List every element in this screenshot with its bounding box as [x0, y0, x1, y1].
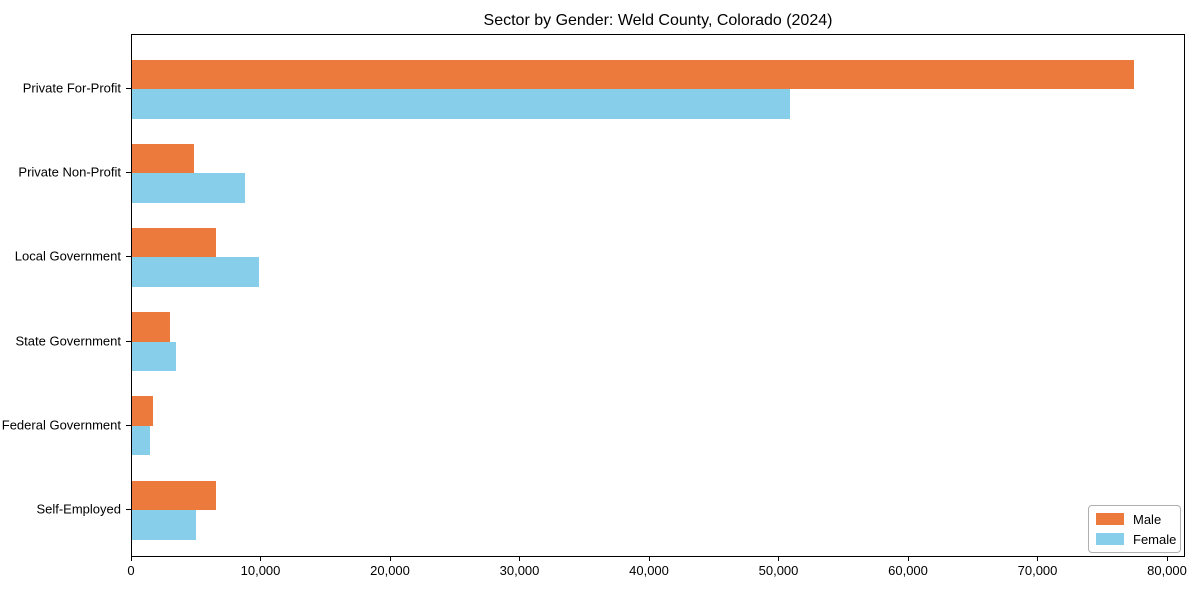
plot-area [131, 34, 1185, 557]
x-tick-label-30000: 30,000 [499, 563, 540, 578]
x-tick-label-0: 0 [127, 563, 135, 578]
x-tick-mark-50000 [778, 557, 779, 561]
legend-swatch-female [1096, 533, 1124, 545]
x-tick-mark-0 [130, 557, 132, 561]
y-tick-label-private-non-profit: Private Non-Profit [18, 164, 121, 180]
legend-label-male: Male [1133, 511, 1162, 527]
x-tick-label-80000: 80,000 [1147, 563, 1187, 578]
y-tick-mark-self-employed [126, 509, 131, 510]
legend-label-female: Female [1133, 531, 1177, 547]
y-tick-mark-state-government [126, 340, 131, 342]
y-tick-label-federal-government: Federal Government [1, 417, 121, 433]
x-tick-mark-10000 [260, 557, 261, 561]
bar-male-private-non-profit [132, 143, 195, 174]
x-tick-mark-60000 [907, 557, 909, 561]
bar-female-local-government [132, 257, 259, 287]
bar-female-private-non-profit [132, 173, 245, 203]
legend-row-male: Male [1096, 512, 1172, 527]
x-tick-label-40000: 40,000 [629, 563, 669, 578]
y-tick-mark-federal-government [126, 424, 131, 426]
y-tick-label-self-employed: Self-Employed [36, 501, 121, 517]
x-tick-label-70000: 70,000 [1017, 563, 1058, 578]
legend-swatch-male [1096, 513, 1124, 525]
y-tick-mark-private-for-profit [126, 88, 131, 89]
x-tick-mark-80000 [1166, 557, 1168, 561]
bar-male-local-government [132, 227, 217, 258]
x-tick-mark-30000 [519, 557, 520, 561]
x-tick-label-20000: 20,000 [370, 563, 410, 578]
x-tick-label-10000: 10,000 [240, 563, 281, 578]
y-tick-mark-local-government [126, 256, 131, 258]
bar-female-private-for-profit [132, 89, 790, 119]
x-tick-label-60000: 60,000 [888, 563, 928, 578]
chart-title: Sector by Gender: Weld County, Colorado … [483, 12, 833, 29]
y-tick-label-state-government: State Government [15, 333, 122, 349]
bar-male-self-employed [132, 480, 217, 510]
bar-female-state-government [132, 341, 176, 372]
y-tick-mark-private-non-profit [126, 172, 131, 174]
bar-female-federal-government [132, 425, 151, 456]
bar-male-state-government [132, 312, 170, 342]
legend: Male Female [1088, 505, 1181, 553]
bar-male-private-for-profit [132, 59, 1135, 89]
y-tick-label-local-government: Local Government [14, 248, 121, 264]
x-tick-label-50000: 50,000 [758, 563, 799, 578]
legend-row-female: Female [1096, 532, 1176, 547]
x-tick-mark-20000 [389, 557, 391, 561]
y-tick-label-private-for-profit: Private For-Profit [22, 80, 121, 96]
bar-female-self-employed [132, 510, 196, 540]
x-tick-mark-70000 [1037, 557, 1038, 561]
bar-male-federal-government [132, 396, 153, 426]
x-tick-mark-40000 [648, 557, 650, 561]
